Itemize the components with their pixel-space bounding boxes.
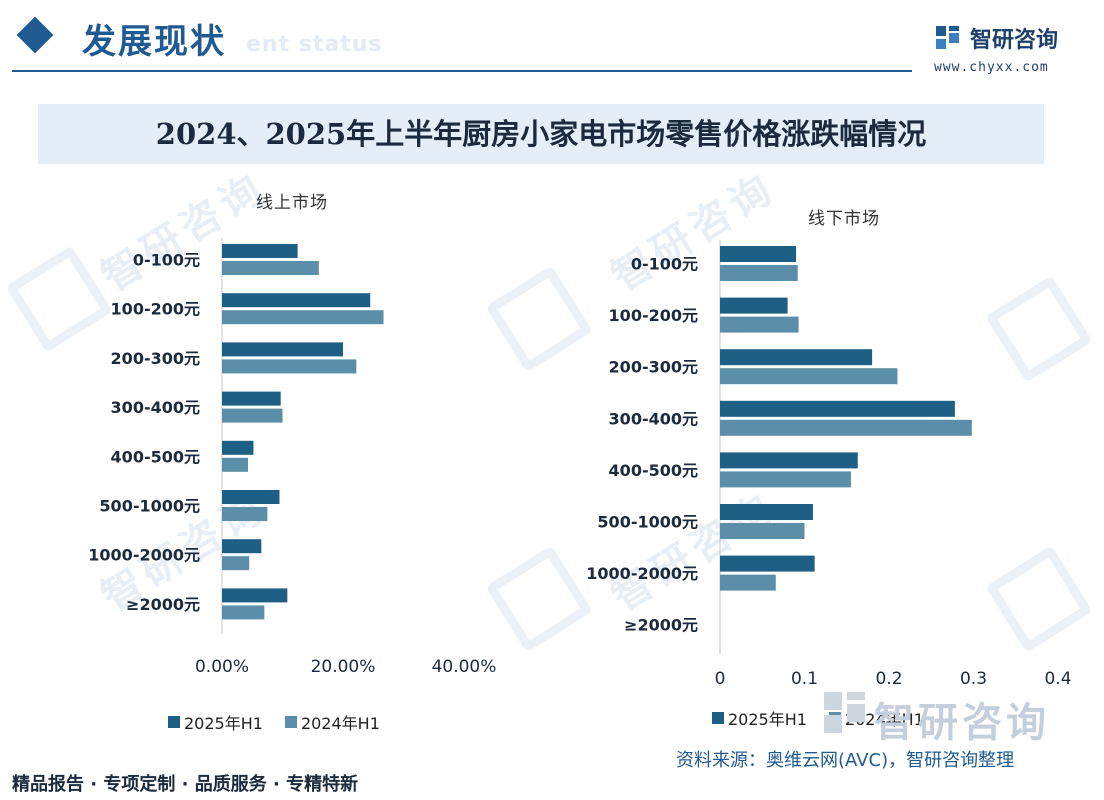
bar (720, 316, 799, 333)
bar (222, 539, 262, 554)
data-source: 资料来源：奥维云网(AVC)，智研咨询整理 (676, 750, 1015, 771)
bar (222, 391, 281, 406)
bar (222, 440, 254, 455)
brand-name: 智研咨询 (970, 28, 1059, 53)
bar (720, 297, 788, 314)
category-label: 500-1000元 (597, 513, 698, 532)
category-label: 100-200元 (609, 306, 698, 325)
page-footer: 精品报告 · 专项定制 · 品质服务 · 专精特新 (0, 770, 1104, 800)
bar (222, 605, 265, 620)
bar (222, 261, 319, 275)
bar (720, 471, 851, 488)
brand-watermark: 智研咨询 (874, 700, 1050, 746)
title-band (38, 104, 1044, 164)
x-tick-label: 0.2 (875, 669, 902, 689)
category-label: 200-300元 (111, 349, 200, 368)
category-label: 400-500元 (111, 447, 200, 466)
section-title: 发展现状 (82, 22, 226, 62)
legend-swatch (168, 716, 180, 728)
bar (720, 419, 972, 436)
legend-label: 2024年H1 (300, 714, 380, 733)
x-tick-label: 0.1 (791, 669, 818, 689)
legend-item-2025: 2025年H1 (712, 706, 807, 730)
offline-panel-title: 线下市场 (808, 209, 880, 229)
bar (222, 293, 371, 308)
brand-logo-icon (936, 26, 959, 49)
category-label: ≥2000元 (126, 595, 200, 614)
x-tick-label: 20.00% (311, 657, 376, 677)
header-divider (12, 70, 912, 72)
bar (720, 349, 873, 366)
bar (222, 342, 343, 357)
legend-swatch (712, 712, 724, 724)
bar (720, 504, 813, 520)
x-tick-label: 0 (715, 669, 726, 689)
bar (720, 452, 858, 469)
legend-item-2025: 2025年H1 (168, 710, 263, 734)
category-label: 200-300元 (609, 358, 698, 377)
brand-watermark-icon (824, 692, 865, 733)
category-label: 0-100元 (631, 255, 698, 274)
bar (720, 265, 798, 281)
x-tick-label: 0.4 (1044, 669, 1071, 689)
legend-item-2024: 2024年H1 (284, 710, 380, 734)
bar (222, 457, 249, 472)
category-label: 400-500元 (609, 461, 698, 480)
legend-swatch (284, 716, 297, 728)
x-tick-label: 0.3 (960, 669, 987, 689)
online-panel-title: 线上市场 (256, 193, 328, 213)
bar (222, 310, 384, 325)
x-tick-label: 0.00% (195, 657, 249, 677)
bar (222, 556, 250, 571)
x-tick-label: 40.00% (432, 657, 497, 677)
bar (222, 244, 298, 258)
category-label: 300-400元 (111, 398, 200, 417)
bar (720, 246, 797, 262)
legend-label: 2025年H1 (728, 710, 807, 729)
legend-label: 2025年H1 (184, 714, 263, 733)
bar (222, 507, 268, 521)
bar (222, 408, 283, 423)
category-label: 100-200元 (111, 300, 200, 319)
bar (720, 555, 815, 572)
brand-url[interactable]: www.chyxx.com (934, 60, 1049, 75)
bar (720, 574, 776, 591)
chart-title: 2024、2025年上半年厨房小家电市场零售价格涨跌幅情况 (155, 117, 927, 151)
footer-slogan: 精品报告 · 专项定制 · 品质服务 · 专精特新 (12, 774, 359, 795)
bar (222, 359, 357, 374)
category-label: ≥2000元 (624, 616, 698, 635)
category-label: 300-400元 (609, 409, 698, 428)
bar (720, 523, 805, 539)
bar (720, 400, 955, 417)
category-label: 1000-2000元 (586, 564, 698, 583)
online-legend: 2025年H1 2024年H1 (168, 710, 402, 734)
category-label: 500-1000元 (99, 497, 200, 516)
page-header: ent status 发展现状 智研咨询 www.chyxx.com (0, 0, 1104, 84)
category-label: 1000-2000元 (88, 546, 200, 565)
bar (222, 588, 288, 603)
section-subtitle: ent status (246, 32, 383, 57)
category-label: 0-100元 (133, 251, 200, 270)
bar (720, 368, 898, 385)
bar (222, 490, 280, 504)
